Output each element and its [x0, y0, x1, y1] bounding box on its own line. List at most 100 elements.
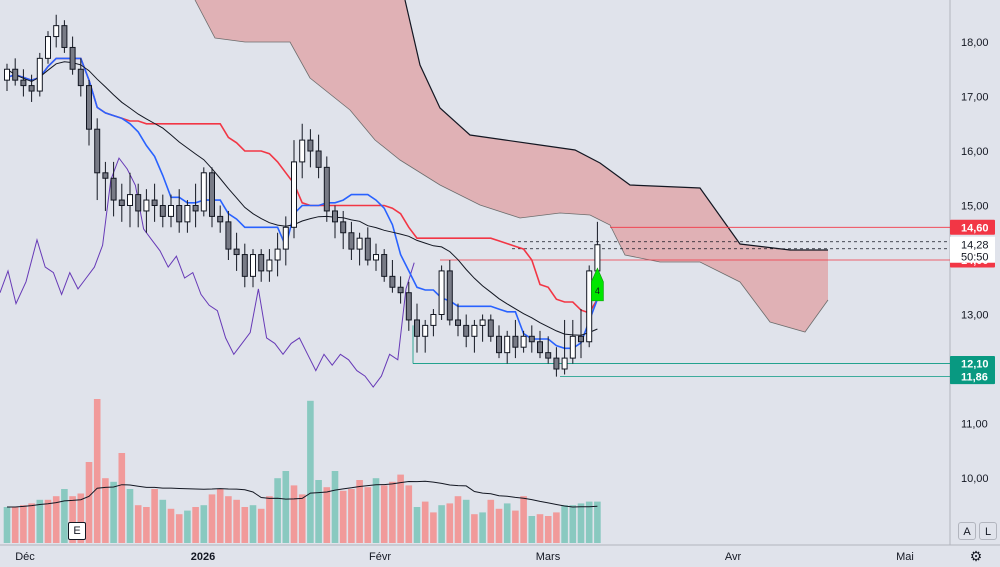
- volume-bar: [52, 496, 60, 543]
- candle-body: [496, 335, 502, 354]
- candle-body: [110, 177, 117, 201]
- volume-bar: [282, 471, 290, 543]
- candle-body: [168, 205, 174, 217]
- volume-bar: [536, 514, 544, 543]
- volume-bar: [241, 507, 249, 543]
- senkou-span-a-line: [194, 0, 829, 333]
- volume-bar: [446, 503, 454, 543]
- volume-bar: [257, 508, 265, 543]
- candle-body: [299, 139, 306, 163]
- volume-bar: [561, 505, 568, 543]
- volume-bar: [471, 514, 478, 543]
- candle-body: [323, 166, 330, 212]
- earnings-event-flag[interactable]: E: [68, 522, 86, 540]
- candle-body: [430, 314, 437, 326]
- candle-body: [356, 237, 363, 250]
- volume-bar: [479, 512, 486, 543]
- candle-body: [422, 324, 429, 337]
- candle-body: [463, 324, 470, 337]
- candle-body: [504, 335, 511, 354]
- candle-body: [28, 85, 35, 92]
- last-price-value: 14,28: [961, 240, 989, 252]
- price-tick-label: 17,00: [961, 92, 989, 104]
- volume-bar: [20, 505, 27, 543]
- volume-ma-line: [7, 480, 598, 508]
- volume-bar: [577, 503, 585, 543]
- candle-body: [94, 128, 101, 174]
- price-tag-2-bg: [950, 356, 995, 372]
- candle-body: [250, 254, 256, 277]
- volume-bar: [495, 508, 503, 543]
- price-tag-2-label: 12,10: [961, 359, 989, 371]
- log-scale-button[interactable]: L: [979, 522, 997, 540]
- settings-gear-icon[interactable]: ⚙: [967, 547, 985, 565]
- volume-bar: [3, 507, 11, 543]
- candle-body: [102, 172, 109, 179]
- price-tag-3-bg: [950, 369, 995, 385]
- volume-bar: [298, 494, 306, 543]
- candle-body: [569, 335, 576, 359]
- volume-bar: [134, 505, 142, 543]
- price-tick-label: 13,00: [961, 310, 989, 322]
- volume-bar: [102, 478, 109, 543]
- candle-body: [512, 335, 519, 348]
- volume-bar: [544, 516, 552, 543]
- candle-body: [159, 205, 166, 217]
- volume-bar: [175, 514, 183, 543]
- volume-bar: [421, 501, 429, 543]
- volume-bar: [315, 480, 322, 543]
- candle-body: [553, 357, 560, 370]
- volume-bar: [36, 499, 44, 543]
- candle-body: [438, 270, 445, 315]
- candle-body: [77, 68, 84, 87]
- volume-bar: [594, 501, 601, 543]
- candle-body: [12, 68, 19, 81]
- time-axis-label: Mai: [896, 551, 914, 563]
- candle-body: [389, 275, 396, 288]
- volume-bar: [462, 499, 470, 543]
- candle-body: [20, 79, 27, 87]
- volume-bar: [225, 496, 232, 543]
- volume-bar: [44, 499, 52, 543]
- volume-bar: [216, 489, 224, 543]
- chikou-span-line: [0, 157, 415, 388]
- volume-bar: [389, 481, 396, 543]
- volume-group: [3, 399, 601, 543]
- volume-bar: [397, 474, 404, 543]
- candle-body: [397, 286, 404, 294]
- candle-body: [200, 172, 207, 212]
- volume-bar: [167, 508, 175, 543]
- time-axis-label: Févr: [369, 551, 391, 563]
- candle-body: [315, 150, 322, 168]
- candle-body: [225, 221, 232, 250]
- candle-body: [209, 172, 215, 217]
- volume-bar: [249, 505, 257, 543]
- price-tag-0-label: 14,60: [961, 222, 989, 234]
- volume-bar: [77, 493, 85, 543]
- volume-bar: [520, 496, 527, 543]
- countdown-label: 50:50: [961, 252, 989, 264]
- candle-body: [414, 319, 420, 337]
- price-tick-label: 18,00: [961, 37, 989, 49]
- volume-bar: [61, 489, 68, 543]
- candle-body: [176, 205, 183, 223]
- volume-bar: [266, 496, 273, 543]
- candle-body: [241, 254, 248, 277]
- volume-bar: [126, 489, 134, 543]
- price-tick-label: 15,00: [961, 201, 989, 213]
- volume-bar: [118, 453, 126, 543]
- candle-body: [528, 335, 535, 343]
- candle-body: [364, 237, 371, 261]
- volume-bar: [356, 480, 363, 543]
- volume-bar: [151, 489, 158, 543]
- volume-bar: [364, 487, 372, 543]
- candle-body: [455, 319, 461, 326]
- volume-bar: [192, 507, 199, 543]
- candle-body: [340, 221, 347, 234]
- auto-scale-button[interactable]: A: [958, 522, 976, 540]
- volume-bar: [69, 496, 76, 543]
- time-axis-label: Déc: [15, 551, 35, 563]
- candle-body: [545, 352, 552, 359]
